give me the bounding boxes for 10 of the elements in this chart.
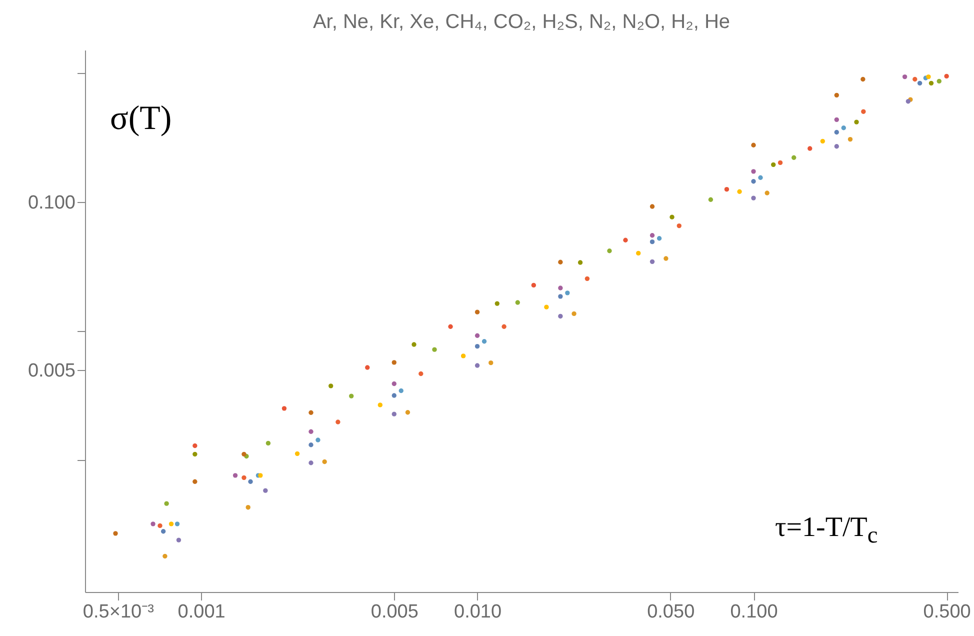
chart-title: Ar, Ne, Kr, Xe, CH₄, CO₂, H₂S, N₂, N₂O, H₂, He: [312, 11, 730, 33]
x-tick-label: 0.050: [647, 602, 695, 622]
x-tick-label: 0.005: [370, 602, 418, 622]
x-tick-label: 0.5×10⁻³: [82, 602, 154, 622]
x-tick-label: 0.500: [923, 602, 971, 622]
x-axis-title: τ=1-T/T$_{c}$: [775, 512, 878, 550]
y-axis-title: σ(T): [110, 100, 172, 138]
x-tick-label: 0.010: [454, 602, 502, 622]
x-tick-label: 0.100: [730, 602, 778, 622]
x-tick-label: 0.001: [178, 602, 226, 622]
